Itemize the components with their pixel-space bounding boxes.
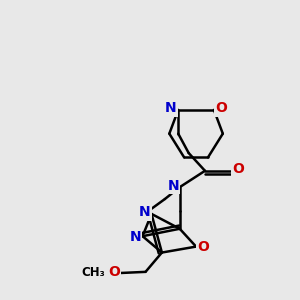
- Text: O: O: [108, 266, 120, 280]
- Text: CH₃: CH₃: [82, 266, 105, 279]
- Text: N: N: [165, 101, 177, 116]
- Text: O: O: [215, 101, 227, 116]
- Text: O: O: [232, 162, 244, 176]
- Text: N: N: [167, 179, 179, 193]
- Text: N: N: [129, 230, 141, 244]
- Text: O: O: [197, 241, 209, 254]
- Text: N: N: [139, 206, 151, 219]
